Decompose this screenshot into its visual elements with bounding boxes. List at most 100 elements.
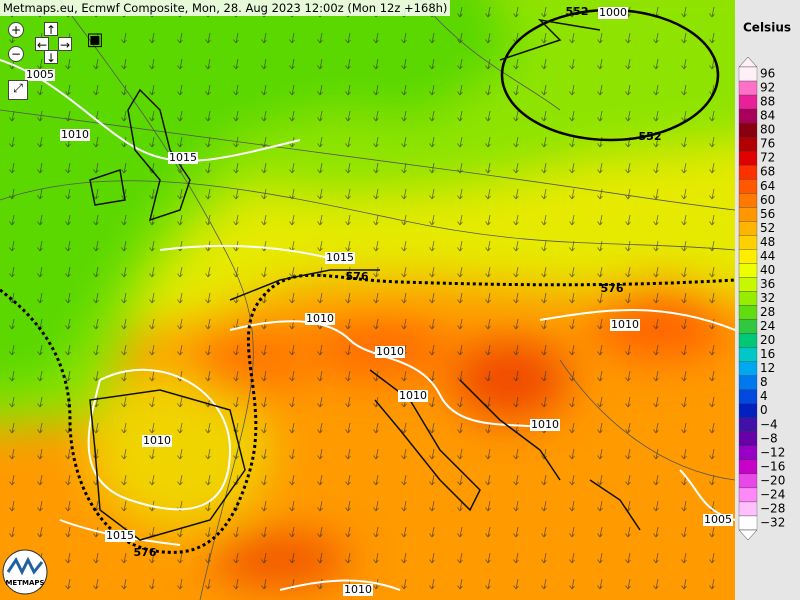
legend-label: 76: [760, 137, 775, 151]
legend-label: 60: [760, 193, 775, 207]
zoom-out[interactable]: −: [8, 46, 24, 62]
legend-label: −32: [760, 515, 785, 529]
legend-label: 8: [760, 375, 768, 389]
legend-swatch: [738, 459, 758, 475]
contour-label-bg: [25, 69, 55, 81]
legend-label: −16: [760, 459, 785, 473]
contour-label: 1005: [704, 513, 732, 526]
contour-label: 576: [346, 270, 369, 283]
legend-swatch: [738, 473, 758, 489]
contour-label: 1015: [326, 251, 354, 264]
contour-label-bg: [60, 129, 90, 141]
legend-label: 0: [760, 403, 768, 417]
legend-label: 4: [760, 389, 768, 403]
contour-label: 1010: [531, 418, 559, 431]
legend-label: 12: [760, 361, 775, 375]
legend-label: 48: [760, 235, 775, 249]
legend-label: −12: [760, 445, 785, 459]
legend-label: −20: [760, 473, 785, 487]
legend-swatch: [738, 515, 758, 531]
legend-swatch: [738, 66, 758, 82]
contour-label-bg: [530, 419, 560, 431]
logo-text: METMAPS: [5, 579, 44, 587]
header-title: Metmaps.eu, Ecmwf Composite, Mon, 28. Au…: [0, 0, 451, 16]
contour-label: 552: [639, 130, 662, 143]
legend-swatch: [738, 501, 758, 517]
legend-swatch: [738, 277, 758, 292]
legend-label: −4: [760, 417, 778, 431]
legend-swatch: [738, 487, 758, 503]
legend-swatch: [738, 193, 758, 208]
contour-label-bg: [343, 584, 373, 596]
legend-swatch: [738, 137, 758, 152]
contour-labels: 1005101010151015576576101010101010101010…: [25, 5, 733, 596]
legend-label: 32: [760, 291, 775, 305]
legend-arrow-bottom: [738, 529, 758, 541]
legend-swatch: [738, 417, 758, 432]
contour-label: 576: [134, 546, 157, 559]
snapshot[interactable]: ▣: [86, 29, 104, 50]
contour-label-bg: [610, 319, 640, 331]
contour-label-bg: [375, 346, 405, 358]
contour-label: 576: [601, 282, 624, 295]
legend-label: 64: [760, 179, 775, 193]
legend-swatch: [738, 263, 758, 278]
legend-swatch: [738, 108, 758, 124]
contour-label: 1010: [344, 583, 372, 596]
pan-up[interactable]: ↑: [44, 22, 58, 37]
contour-label: 552: [566, 5, 589, 18]
legend-label: 24: [760, 319, 775, 333]
legend-label: 44: [760, 249, 775, 263]
coastlines: [89, 18, 641, 541]
legend-swatch: [738, 207, 758, 222]
contour-label: 1010: [61, 128, 89, 141]
contour-label-bg: [598, 7, 628, 19]
contour-label: 1010: [611, 318, 639, 331]
contour-label-bg: [105, 530, 135, 542]
temperature-field: [0, 0, 735, 600]
contour-label: 1005: [26, 68, 54, 81]
legend-label: 68: [760, 165, 775, 179]
contour-label-bg: [168, 152, 198, 164]
contour-label-bg: [305, 313, 335, 325]
legend-swatch: [738, 305, 758, 320]
legend-swatch: [738, 375, 758, 390]
contour-label-bg: [398, 390, 428, 402]
contour-label-bg: [325, 252, 355, 264]
legend-swatch: [738, 291, 758, 306]
legend-swatch: [738, 165, 758, 180]
contour-label: 1015: [106, 529, 134, 542]
legend-label: 56: [760, 207, 775, 221]
pan-left[interactable]: ←: [35, 37, 49, 52]
contour-label-bg: [703, 514, 733, 526]
legend-label: 88: [760, 95, 775, 109]
legend-swatch: [738, 151, 758, 166]
legend-label: 96: [760, 67, 775, 81]
pan-right[interactable]: →: [58, 37, 72, 52]
zoom-in[interactable]: +: [8, 22, 24, 38]
legend-swatch: [738, 94, 758, 110]
legend-swatch: [738, 80, 758, 96]
legend-swatch: [738, 389, 758, 404]
legend-swatch: [738, 122, 758, 138]
legend-label: 36: [760, 277, 775, 291]
contour-label: 1010: [143, 434, 171, 447]
contour-label: 1015: [169, 151, 197, 164]
legend-swatch: [738, 361, 758, 376]
legend-label: 92: [760, 81, 775, 95]
pan-down[interactable]: ↓: [44, 50, 58, 65]
legend-swatch: [738, 333, 758, 348]
legend-label: 84: [760, 109, 775, 123]
legend-label: 28: [760, 305, 775, 319]
legend-label: 20: [760, 333, 775, 347]
fullscreen[interactable]: ⤢: [8, 80, 28, 100]
legend-label: 80: [760, 123, 775, 137]
legend-swatch: [738, 445, 758, 460]
legend-label: −28: [760, 501, 785, 515]
legend-swatch: [738, 235, 758, 250]
legend-swatch: [738, 403, 758, 418]
legend-swatch: [738, 221, 758, 236]
576-line: [0, 273, 735, 554]
map: 1005101010151015576576101010101010101010…: [0, 0, 735, 600]
